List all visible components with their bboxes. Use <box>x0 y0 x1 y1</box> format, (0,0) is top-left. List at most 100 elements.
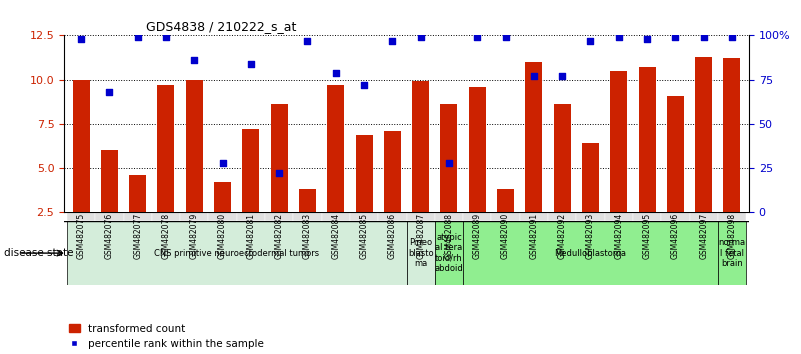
Legend: transformed count, percentile rank within the sample: transformed count, percentile rank withi… <box>70 324 264 349</box>
Text: GSM482081: GSM482081 <box>247 213 256 259</box>
Point <box>471 34 484 40</box>
Bar <box>265 212 293 221</box>
Bar <box>690 212 718 221</box>
Bar <box>610 71 627 212</box>
Bar <box>435 221 463 285</box>
Bar <box>95 212 123 221</box>
Bar <box>553 104 570 212</box>
Text: GSM482076: GSM482076 <box>105 213 114 259</box>
Point <box>612 34 625 40</box>
Bar <box>548 212 576 221</box>
Bar <box>129 175 146 212</box>
Text: GSM482077: GSM482077 <box>133 213 142 259</box>
Point <box>442 160 455 166</box>
Point <box>301 38 314 44</box>
Bar <box>299 189 316 212</box>
Bar <box>384 131 400 212</box>
Text: GSM482096: GSM482096 <box>671 213 680 259</box>
Bar <box>435 212 463 221</box>
Bar <box>718 212 746 221</box>
Point <box>414 34 427 40</box>
Bar <box>406 212 435 221</box>
Bar <box>101 150 118 212</box>
Bar <box>67 212 95 221</box>
Text: GSM482080: GSM482080 <box>218 213 227 259</box>
Point <box>216 160 229 166</box>
Text: GSM482097: GSM482097 <box>699 213 708 259</box>
Bar <box>271 104 288 212</box>
Point <box>273 171 286 176</box>
Text: GSM482084: GSM482084 <box>332 213 340 259</box>
Point <box>726 34 739 40</box>
Point <box>244 61 257 67</box>
Text: Pineo
blasto
ma: Pineo blasto ma <box>408 238 433 268</box>
Text: GSM482075: GSM482075 <box>77 213 86 259</box>
Bar <box>350 212 378 221</box>
Bar <box>463 221 718 285</box>
Text: GSM482090: GSM482090 <box>501 213 510 259</box>
Text: GSM482086: GSM482086 <box>388 213 396 259</box>
Bar <box>186 80 203 212</box>
Point <box>669 34 682 40</box>
Point <box>188 57 201 63</box>
Bar <box>293 212 322 221</box>
Point <box>159 34 172 40</box>
Bar <box>695 57 712 212</box>
Bar <box>243 129 260 212</box>
Text: GSM482095: GSM482095 <box>642 213 651 259</box>
Text: Medulloblastoma: Medulloblastoma <box>554 249 626 258</box>
Point <box>103 89 116 95</box>
Point <box>329 70 342 75</box>
Text: GSM482082: GSM482082 <box>275 213 284 259</box>
Bar <box>667 96 684 212</box>
Bar <box>328 85 344 212</box>
Bar <box>208 212 237 221</box>
Bar <box>322 212 350 221</box>
Point <box>386 38 399 44</box>
Bar <box>497 189 514 212</box>
Bar <box>525 62 542 212</box>
Point <box>74 36 87 42</box>
Bar <box>520 212 548 221</box>
Point <box>697 34 710 40</box>
Bar <box>469 87 485 212</box>
Text: atypic
al tera
toid/rh
abdoid: atypic al tera toid/rh abdoid <box>435 233 463 273</box>
Bar <box>413 81 429 212</box>
Text: GSM482088: GSM482088 <box>445 213 453 259</box>
Text: GSM482079: GSM482079 <box>190 213 199 259</box>
Bar <box>406 221 435 285</box>
Text: CNS primitive neuroectodermal tumors: CNS primitive neuroectodermal tumors <box>154 249 320 258</box>
Text: GSM482085: GSM482085 <box>360 213 368 259</box>
Point <box>527 73 540 79</box>
Text: norma
l fetal
brain: norma l fetal brain <box>718 238 746 268</box>
Bar <box>73 80 90 212</box>
Text: GSM482093: GSM482093 <box>586 213 595 259</box>
Bar <box>158 85 175 212</box>
Text: GSM482094: GSM482094 <box>614 213 623 259</box>
Bar <box>152 212 180 221</box>
Bar <box>214 182 231 212</box>
Text: GSM482087: GSM482087 <box>417 213 425 259</box>
Bar <box>463 212 491 221</box>
Text: GDS4838 / 210222_s_at: GDS4838 / 210222_s_at <box>147 20 296 33</box>
Bar <box>180 212 208 221</box>
Bar <box>441 104 457 212</box>
Point <box>358 82 371 88</box>
Text: GSM482092: GSM482092 <box>557 213 566 259</box>
Point <box>556 73 569 79</box>
Text: disease state: disease state <box>4 248 74 258</box>
Bar <box>356 135 372 212</box>
Bar <box>576 212 605 221</box>
Bar <box>491 212 520 221</box>
Point <box>584 38 597 44</box>
Bar <box>718 221 746 285</box>
Text: GSM482083: GSM482083 <box>303 213 312 259</box>
Bar <box>638 67 655 212</box>
Bar <box>378 212 406 221</box>
Bar <box>661 212 690 221</box>
Bar <box>582 143 599 212</box>
Point <box>499 34 512 40</box>
Point <box>131 34 144 40</box>
Text: GSM482091: GSM482091 <box>529 213 538 259</box>
Bar <box>67 221 406 285</box>
